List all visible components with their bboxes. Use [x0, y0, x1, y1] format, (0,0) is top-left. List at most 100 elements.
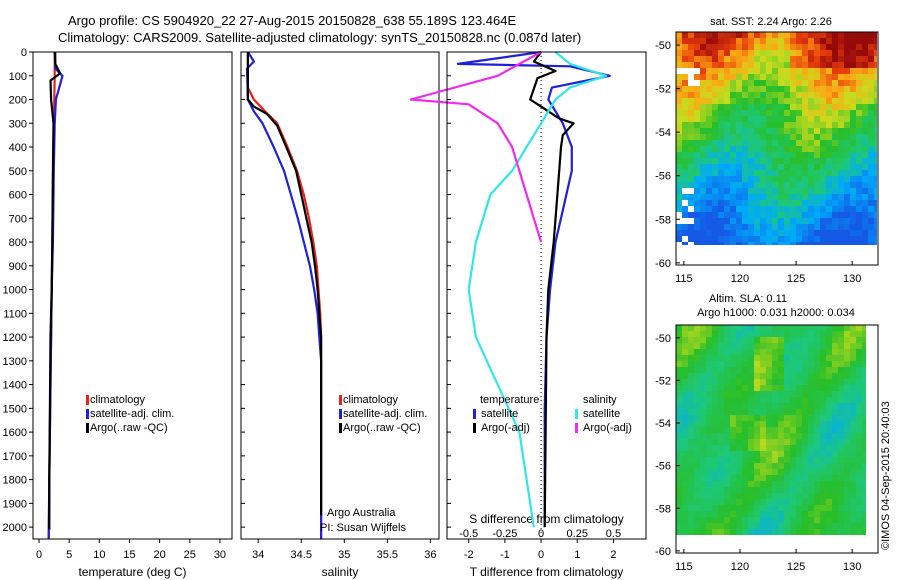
- map-cell: [676, 367, 682, 373]
- map-cell: [718, 481, 724, 487]
- map-cell: [778, 50, 784, 56]
- map-cell: [676, 373, 682, 379]
- map-cell: [688, 122, 694, 128]
- map-cell: [772, 56, 778, 62]
- map-cell: [862, 373, 866, 379]
- map-cell: [724, 44, 730, 50]
- map-cell: [772, 134, 778, 140]
- map-cell: [790, 445, 796, 451]
- map-cell: [700, 475, 706, 481]
- map-cell: [718, 182, 724, 188]
- map-cell: [736, 236, 742, 242]
- map-cell: [838, 439, 844, 445]
- map-cell: [730, 457, 736, 463]
- map-cell: [724, 176, 730, 182]
- salinity-legend-satellite: satellite-adj. clim.: [343, 408, 427, 420]
- map-cell: [748, 176, 754, 182]
- map-cell: [790, 68, 796, 74]
- map-cell: [724, 331, 730, 337]
- map-cell: [694, 50, 700, 56]
- map-cell: [814, 98, 820, 104]
- map-cell: [694, 86, 700, 92]
- map-cell: [796, 397, 802, 403]
- map-cell: [772, 242, 778, 245]
- map-cell: [814, 415, 820, 421]
- map-cell: [802, 170, 808, 176]
- map-cell: [676, 481, 682, 487]
- map-cell: [706, 32, 712, 38]
- map-cell: [748, 451, 754, 457]
- map-cell: [688, 349, 694, 355]
- map-cell: [682, 86, 688, 92]
- map-cell: [766, 331, 772, 337]
- map-cell: [796, 409, 802, 415]
- map-cell: [682, 146, 688, 152]
- map-cell: [832, 325, 838, 331]
- depth-tick-label: 500: [9, 166, 27, 178]
- map-cell: [736, 523, 742, 529]
- map-cell: [850, 379, 856, 385]
- map-cell: [826, 74, 832, 80]
- map-cell: [736, 104, 742, 110]
- map-cell: [772, 62, 778, 68]
- map-cell: [814, 140, 820, 146]
- map-cell: [676, 361, 682, 367]
- map-cell: [736, 200, 742, 206]
- map-cell: [802, 164, 808, 170]
- map-cell: [712, 38, 718, 44]
- map-y-tick-label: -52: [655, 84, 671, 96]
- map-cell: [784, 397, 790, 403]
- map-cell: [772, 212, 778, 218]
- map-cell: [766, 529, 772, 535]
- map-cell: [736, 403, 742, 409]
- map-cell: [790, 164, 796, 170]
- map-cell: [754, 331, 760, 337]
- map-cell: [754, 68, 760, 74]
- map-cell: [832, 427, 838, 433]
- map-cell: [748, 355, 754, 361]
- map-cell: [844, 68, 850, 74]
- map-cell: [748, 391, 754, 397]
- map-cell: [814, 499, 820, 505]
- map-cell: [826, 361, 832, 367]
- map-cell: [784, 415, 790, 421]
- map-cell: [802, 505, 808, 511]
- map-cell: [850, 373, 856, 379]
- map-cell: [772, 511, 778, 517]
- map-cell: [766, 182, 772, 188]
- map-cell: [772, 158, 778, 164]
- map-cell: [874, 212, 877, 218]
- map-cell: [742, 110, 748, 116]
- map-cell: [850, 337, 856, 343]
- map-cell: [718, 80, 724, 86]
- map-cell: [700, 32, 706, 38]
- map-cell: [742, 397, 748, 403]
- map-cell: [820, 224, 826, 230]
- map-cell: [772, 146, 778, 152]
- map-cell: [862, 98, 868, 104]
- map-cell: [718, 325, 724, 331]
- map-cell: [706, 409, 712, 415]
- map-cell: [826, 86, 832, 92]
- map-cell: [772, 188, 778, 194]
- map-cell: [694, 439, 700, 445]
- map-cell: [700, 367, 706, 373]
- map-cell: [724, 403, 730, 409]
- map-y-tick-label: -52: [655, 375, 671, 387]
- map-cell: [814, 212, 820, 218]
- map-cell: [700, 331, 706, 337]
- map-cell: [754, 38, 760, 44]
- map-cell: [694, 188, 700, 194]
- map-cell: [838, 134, 844, 140]
- map-cell: [772, 379, 778, 385]
- map-cell: [706, 373, 712, 379]
- map-cell: [844, 182, 850, 188]
- map-cell: [856, 212, 862, 218]
- map-cell: [802, 493, 808, 499]
- map-cell: [748, 505, 754, 511]
- map-cell: [838, 529, 844, 535]
- map-cell: [796, 499, 802, 505]
- map-cell: [784, 517, 790, 523]
- map-cell: [676, 56, 682, 62]
- map-cell: [796, 110, 802, 116]
